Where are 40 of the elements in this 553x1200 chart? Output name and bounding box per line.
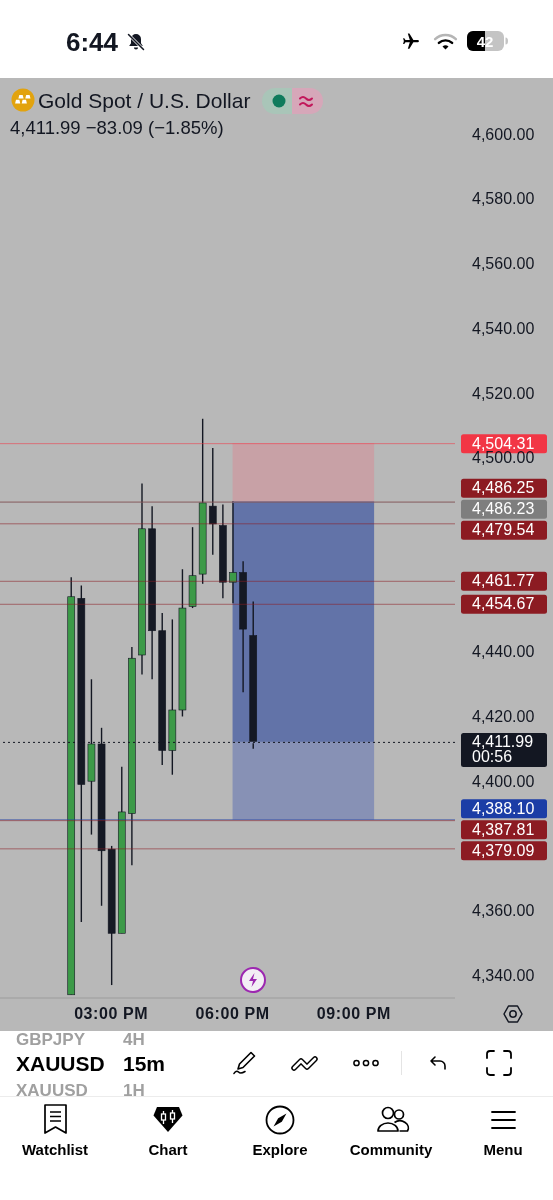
ref-line-label: 4,379.09 [472,841,535,859]
y-tick-label: 4,340.00 [472,967,535,985]
x-tick-label: 03:00 PM [74,1005,149,1023]
text: 42 [476,32,494,50]
text: Watchlist [21,1140,89,1158]
ref-line-label: 4,387.81 [472,820,535,838]
y-tick-label: 4,440.00 [472,643,535,661]
text: 4,411.99 −83.09 (−1.85%) [10,116,224,138]
text: GBPJPY [16,1029,85,1049]
text: 4H [123,1029,145,1049]
x-tick-label: 06:00 PM [195,1005,270,1023]
candlestick [208,447,217,556]
x-tick-label: 09:00 PM [316,1005,391,1023]
ref-line-label: 4,454.67 [472,595,535,613]
text: Community [349,1140,433,1158]
ref-line-label: 4,461.77 [472,572,535,590]
y-tick-label: 4,540.00 [472,319,535,337]
y-tick-label: 4,420.00 [472,708,535,726]
text: 1H [123,1080,145,1100]
text: Gold Spot / U.S. Dollar [38,88,251,112]
ref-line-label: 4,479.54 [472,521,535,539]
y-tick-label: 4,580.00 [472,190,535,208]
y-tick-label: 4,560.00 [472,255,535,273]
text: 6:44 [66,27,119,57]
y-tick-label: 4,360.00 [472,902,535,920]
y-tick-label: 4,600.00 [472,125,535,143]
candlestick [229,500,237,604]
text: XAUUSD [16,1051,105,1075]
y-tick-label: 4,520.00 [472,384,535,402]
text: Explore [252,1140,308,1158]
ref-line-label: 4,486.25 [472,479,535,497]
text: Chart [148,1140,188,1158]
ref-line-label: 4,504.31 [472,434,535,452]
text: Menu [483,1140,523,1158]
ref-line-label: 4,486.23 [472,500,535,518]
text: XAUUSD [16,1080,88,1100]
ref-line-label: 4,411.99 00:56 [472,733,534,766]
text: 15m [123,1051,166,1075]
y-tick-label: 4,400.00 [472,772,535,790]
ref-line-label: 4,388.10 [472,799,535,817]
